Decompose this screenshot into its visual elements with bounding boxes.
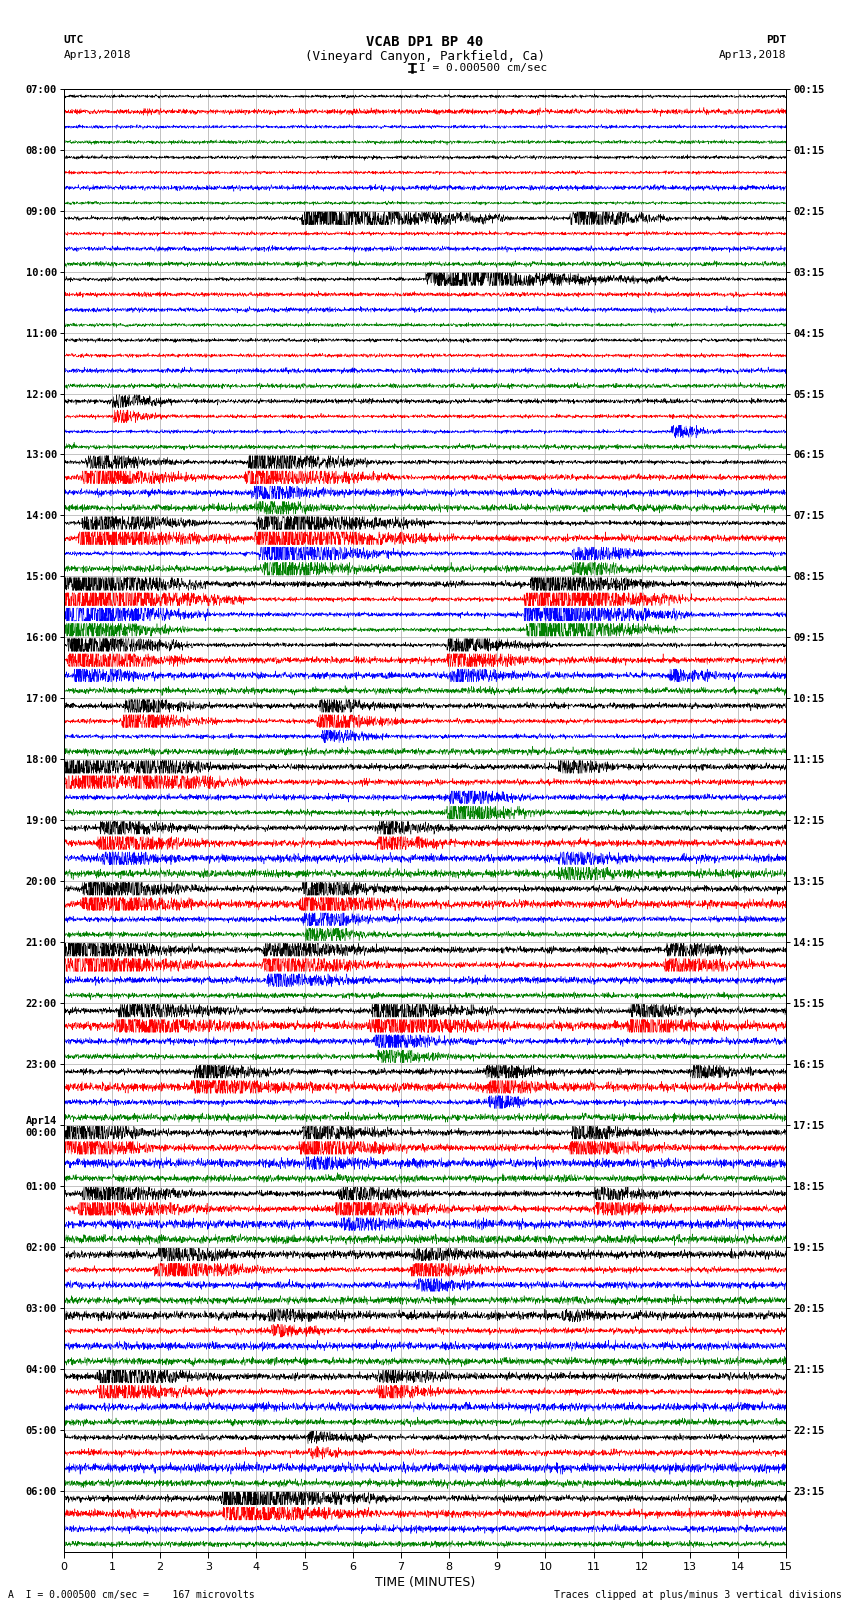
- Text: Apr13,2018: Apr13,2018: [64, 50, 131, 60]
- Text: VCAB DP1 BP 40: VCAB DP1 BP 40: [366, 35, 484, 50]
- Text: I = 0.000500 cm/sec: I = 0.000500 cm/sec: [419, 63, 547, 73]
- Text: PDT: PDT: [766, 35, 786, 45]
- X-axis label: TIME (MINUTES): TIME (MINUTES): [375, 1576, 475, 1589]
- Text: Apr13,2018: Apr13,2018: [719, 50, 786, 60]
- Text: (Vineyard Canyon, Parkfield, Ca): (Vineyard Canyon, Parkfield, Ca): [305, 50, 545, 63]
- Text: UTC: UTC: [64, 35, 84, 45]
- Text: Traces clipped at plus/minus 3 vertical divisions: Traces clipped at plus/minus 3 vertical …: [553, 1590, 842, 1600]
- Text: A  I = 0.000500 cm/sec =    167 microvolts: A I = 0.000500 cm/sec = 167 microvolts: [8, 1590, 255, 1600]
